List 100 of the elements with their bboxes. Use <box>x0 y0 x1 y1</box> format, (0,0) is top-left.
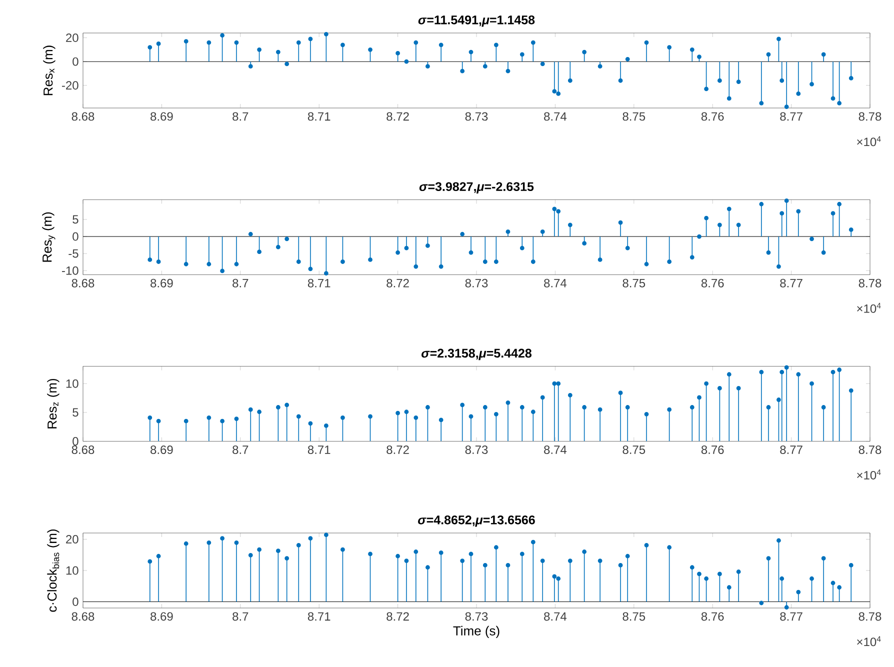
point <box>368 414 372 419</box>
point <box>234 262 239 266</box>
point <box>520 405 524 410</box>
x-tick-label: 8.68 <box>72 278 94 288</box>
point <box>776 264 781 269</box>
y-tick-label: 20 <box>66 535 78 544</box>
x-tick-label: 8.69 <box>150 612 173 621</box>
text: ×10$^{4}$ <box>857 469 881 480</box>
point <box>766 52 771 57</box>
point <box>248 407 253 412</box>
x-tick-label: 8.75 <box>622 612 646 621</box>
point <box>796 372 801 377</box>
x-tick-label: 8.72 <box>386 446 409 454</box>
point <box>830 96 836 101</box>
point <box>234 416 239 421</box>
point <box>530 540 536 544</box>
point <box>704 86 709 92</box>
point <box>414 264 418 269</box>
point <box>556 92 561 96</box>
point <box>582 405 587 410</box>
point <box>506 562 510 568</box>
x-tick-label: 8.76 <box>701 612 724 621</box>
x-tick-label: 8.73 <box>465 278 488 288</box>
point <box>530 260 536 264</box>
point <box>404 246 409 250</box>
y-axis-title: Res$_{x}$ (m) <box>43 46 56 96</box>
point <box>776 36 781 42</box>
point <box>460 232 465 236</box>
y-tick-label: 0 <box>72 437 78 446</box>
point <box>848 228 854 232</box>
point <box>308 36 313 42</box>
point <box>810 576 814 581</box>
point <box>582 550 587 554</box>
point <box>837 101 842 106</box>
point <box>690 255 694 260</box>
point <box>766 556 771 561</box>
chart-title: σ=11.5491,μ=1.1458 <box>418 15 535 27</box>
point <box>759 370 764 374</box>
point <box>568 392 572 398</box>
x-tick-label: 8.68 <box>72 112 94 121</box>
x-tick-label: 8.74 <box>544 612 567 621</box>
point <box>284 402 290 408</box>
x-tick-label: 8.78 <box>858 612 882 621</box>
point <box>644 40 649 45</box>
point <box>618 220 623 225</box>
point <box>184 39 188 44</box>
point <box>482 562 488 568</box>
point <box>340 547 345 552</box>
point <box>837 368 842 372</box>
point <box>618 562 623 568</box>
point <box>520 246 524 250</box>
point <box>540 62 545 66</box>
point <box>766 250 771 255</box>
point <box>396 250 400 255</box>
point <box>690 565 694 570</box>
x-tick-label: 8.78 <box>858 112 882 121</box>
x-tick-label: 8.74 <box>544 446 567 454</box>
point <box>148 257 152 262</box>
x-axis-title: Time (s) <box>453 626 500 638</box>
point <box>148 415 152 420</box>
point <box>736 80 741 84</box>
x-tick-label: 8.76 <box>701 278 724 288</box>
point <box>830 370 836 374</box>
point <box>148 559 152 564</box>
x-tick-label: 8.71 <box>308 278 330 288</box>
point <box>248 64 253 69</box>
y-axis-title: Res$_{z}$ (m) <box>47 378 60 428</box>
x-tick-label: 8.76 <box>701 446 724 454</box>
chart-title: σ=4.8652,μ=13.6566 <box>418 515 535 527</box>
x-tick-label: 8.71 <box>308 446 330 454</box>
point <box>582 50 587 54</box>
point <box>830 211 836 216</box>
point <box>568 222 572 228</box>
point <box>396 51 400 56</box>
point <box>206 40 212 45</box>
chart-title: σ=2.3158,μ=5.4428 <box>422 348 532 360</box>
point <box>848 76 854 80</box>
point <box>667 545 672 550</box>
point <box>414 415 418 420</box>
point <box>667 45 672 50</box>
point <box>644 412 649 416</box>
x-tick-label: 8.7 <box>232 278 248 288</box>
point <box>460 558 465 564</box>
text: ×10$^{4}$ <box>857 302 881 313</box>
point <box>296 40 301 45</box>
point <box>257 410 262 414</box>
point <box>697 395 702 400</box>
point <box>184 262 188 266</box>
point <box>156 554 161 558</box>
point <box>426 64 430 69</box>
point <box>340 260 345 264</box>
point <box>426 565 430 570</box>
point <box>284 62 290 66</box>
y-tick-label: 5 <box>72 408 78 417</box>
point <box>736 222 741 228</box>
point <box>837 585 842 590</box>
point <box>494 545 498 550</box>
point <box>717 78 722 83</box>
x-tick-label: 8.78 <box>858 446 882 454</box>
y-tick-label: 20 <box>66 34 78 42</box>
